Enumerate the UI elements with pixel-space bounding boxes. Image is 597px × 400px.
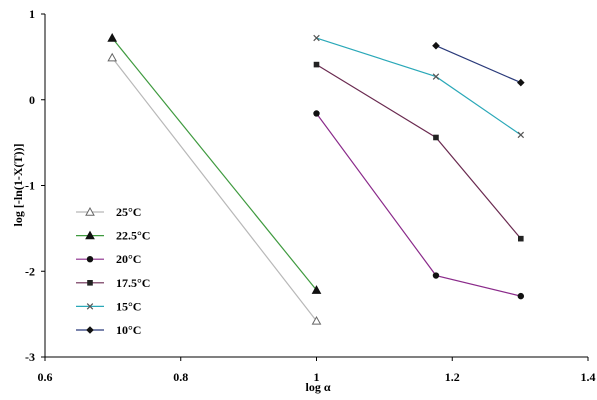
legend-marker <box>86 256 94 263</box>
legend-label: 10°C <box>116 323 141 337</box>
series-1 <box>107 52 322 325</box>
series-6 <box>432 41 525 87</box>
data-point <box>311 285 322 294</box>
data-point <box>517 131 525 139</box>
legend-item: 10°C <box>76 323 141 337</box>
legend-marker <box>85 230 95 240</box>
legend-label: 25°C <box>116 205 141 219</box>
x-tick-label: 1 <box>314 370 320 384</box>
x-tick-label: 1.2 <box>445 370 460 384</box>
data-point <box>107 52 118 62</box>
data-point <box>313 34 320 42</box>
x-tick-label: 1.4 <box>581 370 596 384</box>
series-line <box>111 37 317 291</box>
data-point <box>517 78 525 87</box>
legend: 25°C 22.5°C 20°C 17.5°C 15°C 10°C <box>76 205 150 337</box>
y-tick-label: -3 <box>25 350 35 364</box>
series-3 <box>313 110 525 300</box>
y-tick-label: -1 <box>25 179 35 193</box>
x-tick-label: 0.6 <box>38 370 53 384</box>
legend-label: 15°C <box>116 299 141 313</box>
legend-item: 22.5°C <box>76 229 150 243</box>
legend-label: 20°C <box>116 252 141 266</box>
y-axis-ticks: 1 0 -1 -2 -3 <box>25 7 45 364</box>
legend-label: 17.5°C <box>116 276 150 290</box>
legend-marker <box>87 280 93 286</box>
data-point <box>313 61 320 68</box>
legend-item: 25°C <box>76 205 141 219</box>
series-line <box>435 45 522 84</box>
series-layer <box>107 32 525 325</box>
y-tick-label: 0 <box>29 93 35 107</box>
y-axis-title: log [-ln(1-X(T))] <box>11 144 25 227</box>
legend-label: 22.5°C <box>116 229 150 243</box>
x-axis-ticks: 0.6 0.8 1 1.2 1.4 <box>38 357 596 384</box>
data-point <box>313 110 320 117</box>
legend-item: 17.5°C <box>76 276 150 290</box>
series-line <box>316 64 522 240</box>
data-point <box>518 235 524 242</box>
series-2 <box>107 32 322 294</box>
legend-marker <box>86 303 94 310</box>
legend-item: 15°C <box>76 299 141 313</box>
y-tick-label: -2 <box>25 264 35 278</box>
series-line <box>316 37 522 136</box>
data-point <box>517 292 525 300</box>
series-line <box>316 113 521 297</box>
data-point <box>432 272 440 279</box>
legend-marker <box>85 206 95 216</box>
x-tick-label: 0.8 <box>173 370 188 384</box>
series-line <box>111 57 317 322</box>
legend-marker <box>86 326 94 334</box>
data-point <box>311 315 322 325</box>
data-point <box>107 32 118 42</box>
data-point <box>432 73 440 80</box>
series-4 <box>313 61 524 242</box>
legend-item: 20°C <box>76 252 141 266</box>
data-point <box>432 41 440 50</box>
x-axis-title: log α <box>305 380 330 394</box>
y-tick-label: 1 <box>29 7 35 21</box>
series-5 <box>313 34 525 139</box>
data-point <box>433 134 439 141</box>
